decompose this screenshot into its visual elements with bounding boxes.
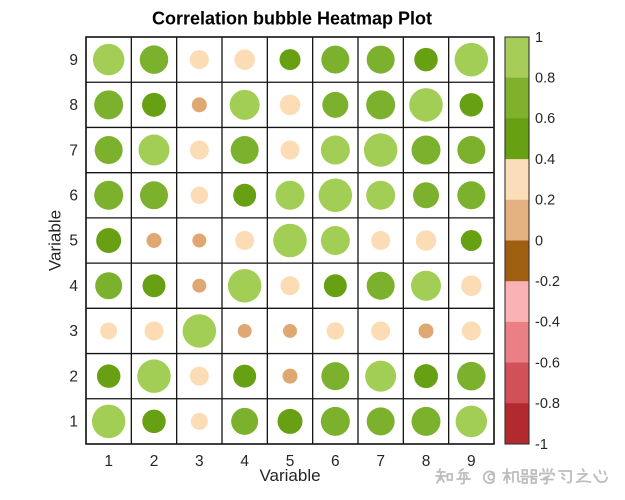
- svg-text:Correlation bubble Heatmap Plo: Correlation bubble Heatmap Plot: [152, 9, 432, 29]
- svg-text:8: 8: [422, 453, 431, 470]
- svg-text:9: 9: [467, 453, 476, 470]
- svg-text:5: 5: [286, 453, 295, 470]
- svg-text:7: 7: [69, 142, 78, 159]
- svg-text:0.2: 0.2: [535, 193, 555, 209]
- svg-text:-0.2: -0.2: [535, 274, 560, 290]
- svg-text:6: 6: [69, 187, 78, 204]
- svg-text:2: 2: [150, 453, 159, 470]
- svg-text:-0.4: -0.4: [535, 315, 560, 331]
- svg-text:-1: -1: [535, 437, 548, 453]
- svg-text:0: 0: [535, 233, 543, 249]
- svg-text:6: 6: [331, 453, 340, 470]
- svg-text:0.4: 0.4: [535, 152, 555, 168]
- svg-text:-0.6: -0.6: [535, 355, 560, 371]
- svg-text:1: 1: [535, 30, 543, 46]
- svg-text:8: 8: [69, 97, 78, 114]
- svg-text:1: 1: [104, 453, 113, 470]
- svg-text:2: 2: [69, 368, 78, 385]
- svg-text:0.8: 0.8: [535, 71, 555, 87]
- svg-text:7: 7: [376, 453, 385, 470]
- svg-text:Variable: Variable: [46, 210, 65, 271]
- svg-text:9: 9: [69, 52, 78, 69]
- svg-text:4: 4: [69, 278, 78, 295]
- svg-text:0.6: 0.6: [535, 111, 555, 127]
- svg-text:4: 4: [240, 453, 249, 470]
- svg-text:Variable: Variable: [259, 466, 320, 485]
- svg-text:-0.8: -0.8: [535, 396, 560, 412]
- svg-text:3: 3: [195, 453, 204, 470]
- svg-text:1: 1: [69, 414, 78, 431]
- svg-text:3: 3: [69, 323, 78, 340]
- svg-text:5: 5: [69, 233, 78, 250]
